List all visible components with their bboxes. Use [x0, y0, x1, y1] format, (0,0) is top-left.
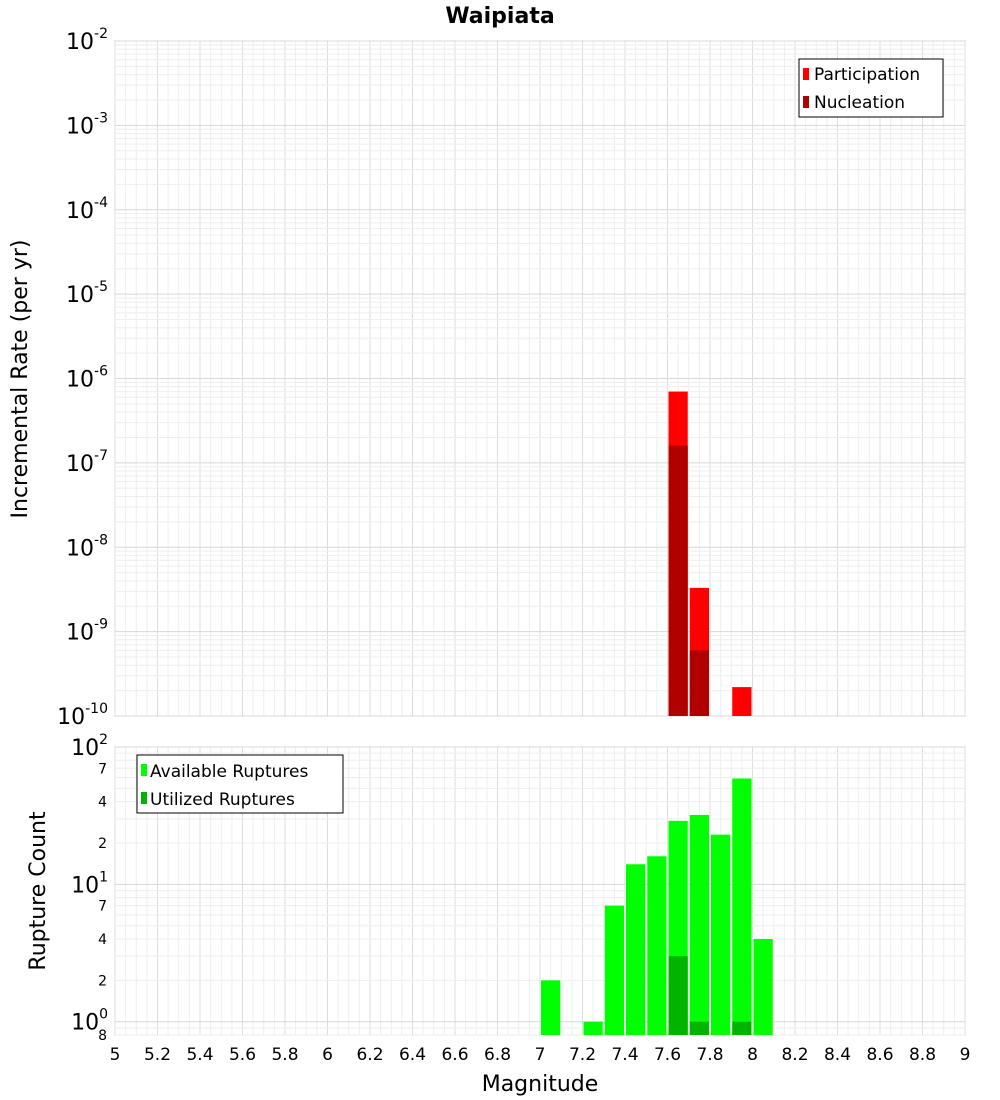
bottom-y-minor-tick-label: 2 — [98, 973, 107, 989]
top-bar-participation-2 — [732, 687, 752, 716]
top-bar-nucleation-0 — [668, 445, 688, 716]
legend-label-nucleation: Nucleation — [814, 93, 905, 113]
x-tick-label: 6.4 — [399, 1045, 426, 1065]
x-tick-label: 8.8 — [909, 1045, 936, 1065]
bottom-y-minor-tick-label: 7 — [98, 761, 107, 777]
bottom-bar-available-ruptures-0 — [541, 980, 561, 1035]
x-tick-label: 5.4 — [186, 1045, 213, 1065]
bottom-y-tick-label: 101 — [71, 869, 108, 898]
bottom-legend: Available Ruptures Utilized Ruptures — [136, 754, 344, 814]
bottom-bar-available-ruptures-2 — [604, 905, 624, 1035]
bottom-bar-available-ruptures-8 — [732, 778, 752, 1035]
x-tick-label: 9 — [960, 1045, 971, 1065]
top-legend-box — [798, 58, 944, 118]
legend-label-utilized-ruptures: Utilized Ruptures — [150, 790, 295, 810]
top-y-tick-label: 10-9 — [66, 617, 108, 646]
top-y-tick-label: 10-10 — [57, 701, 108, 730]
x-tick-label: 8 — [747, 1045, 758, 1065]
x-tick-label: 6.6 — [441, 1045, 468, 1065]
x-tick-label: 6.2 — [356, 1045, 383, 1065]
x-tick-label: 5.8 — [271, 1045, 298, 1065]
bottom-y-minor-tick-label: 2 — [98, 836, 107, 852]
legend-label-available-ruptures: Available Ruptures — [150, 762, 308, 782]
x-tick-label: 5.2 — [144, 1045, 171, 1065]
x-tick-label: 7.8 — [696, 1045, 723, 1065]
x-tick-label: 7.4 — [611, 1045, 638, 1065]
top-legend: Participation Nucleation — [798, 58, 944, 118]
top-bars — [668, 391, 752, 716]
x-tick-labels: 5 5.2 5.4 5.6 5.8 6 6.2 6.4 6.6 6.8 7 7.2 7.4 7.6 7.8 8… — [110, 1045, 971, 1065]
x-tick-label: 6 — [322, 1045, 333, 1065]
top-y-tick-label: 10-8 — [66, 532, 108, 561]
top-gridlines — [114, 40, 966, 717]
bottom-bars — [541, 778, 773, 1035]
chart-title: Waipiata — [445, 4, 554, 29]
bottom-y-minor-tick-label: 7 — [98, 899, 107, 915]
bottom-y-minor-tick-label: 8 — [98, 1028, 107, 1044]
bottom-bar-available-ruptures-3 — [626, 864, 646, 1035]
bottom-bar-available-ruptures-1 — [583, 1021, 603, 1035]
bottom-y-minor-tick-label: 4 — [98, 795, 107, 811]
top-y-tick-label: 10-5 — [66, 279, 108, 308]
x-axis-label: Magnitude — [482, 1072, 599, 1097]
bottom-bar-utilized-ruptures-1 — [689, 1021, 709, 1035]
bottom-bar-utilized-ruptures-0 — [668, 956, 688, 1035]
legend-swatch-utilized-ruptures — [141, 792, 147, 804]
x-tick-label: 8.2 — [781, 1045, 808, 1065]
legend-swatch-available-ruptures — [141, 764, 147, 776]
top-y-axis-label: Incremental Rate (per yr) — [8, 240, 33, 519]
top-bar-nucleation-1 — [689, 650, 709, 716]
legend-label-participation: Participation — [814, 65, 920, 85]
top-y-tick-label: 10-2 — [66, 26, 108, 55]
top-y-tick-label: 10-4 — [66, 195, 108, 224]
bottom-bar-available-ruptures-7 — [711, 834, 731, 1035]
bottom-bar-available-ruptures-4 — [647, 856, 667, 1035]
x-tick-label: 7.6 — [654, 1045, 681, 1065]
x-tick-label: 5 — [110, 1045, 121, 1065]
bottom-y-axis-label: Rupture Count — [26, 811, 51, 971]
bottom-y-minor-tick-label: 4 — [98, 932, 107, 948]
x-tick-label: 5.6 — [229, 1045, 256, 1065]
legend-swatch-participation — [803, 68, 809, 80]
x-tick-label: 8.4 — [824, 1045, 851, 1065]
bottom-bar-available-ruptures-6 — [689, 814, 709, 1035]
top-y-tick-label: 10-6 — [66, 364, 108, 393]
top-y-tick-labels: 10-10 10-9 10-8 10-7 10-6 10-5 10-4 10-3 10-2 — [57, 26, 108, 730]
bottom-legend-box — [136, 754, 344, 814]
x-tick-label: 7.2 — [569, 1045, 596, 1065]
bottom-y-tick-label: 102 — [71, 732, 108, 761]
top-y-tick-label: 10-7 — [66, 448, 108, 477]
bottom-bar-available-ruptures-9 — [753, 939, 773, 1035]
bottom-bar-utilized-ruptures-2 — [732, 1021, 752, 1035]
legend-swatch-nucleation — [803, 96, 809, 108]
x-tick-label: 6.8 — [484, 1045, 511, 1065]
bottom-gridlines — [114, 746, 966, 1036]
x-tick-label: 8.6 — [866, 1045, 893, 1065]
top-y-tick-label: 10-3 — [66, 110, 108, 139]
x-tick-label: 7 — [535, 1045, 546, 1065]
